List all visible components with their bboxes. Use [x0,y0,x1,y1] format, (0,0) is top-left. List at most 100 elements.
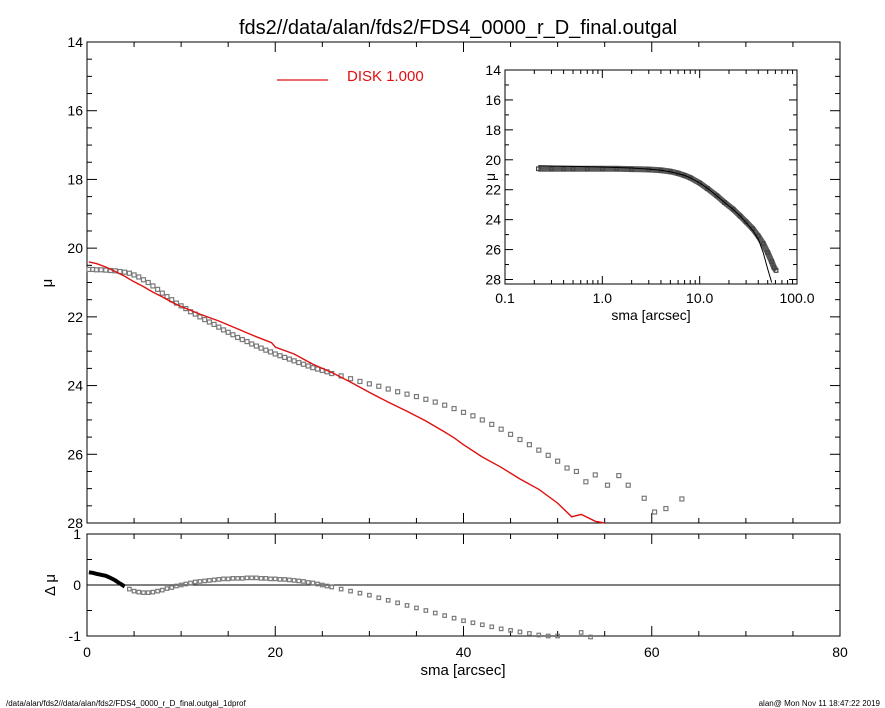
residual-y-tick-label: -1 [69,628,82,644]
residual-point [508,628,513,633]
residual-point [225,576,231,582]
data-point [507,431,514,437]
data-point [641,495,647,501]
data-point [249,341,255,347]
main-y-tick-label: 24 [67,378,83,394]
x-tick-label: 80 [832,644,848,660]
residual-point [545,633,551,639]
inset-data-point [773,268,779,273]
data-point [225,329,231,335]
residual-point [296,578,302,584]
residual-point [348,588,353,594]
residual-point [272,576,278,582]
inset-x-tick-label: 0.1 [495,290,515,306]
residual-point [555,633,560,639]
inset-data-point [714,193,720,199]
data-point [286,356,292,362]
data-point [460,409,467,415]
main-y-tick-label: 18 [67,171,83,187]
inset-data-point [722,200,727,205]
data-point [197,314,203,320]
inset-panel: 0.1 1.0 10.0 100.0 14 16 18 20 22 24 26 28 μ sma [arc… [478,62,830,330]
inset-x-tick-label: 100.0 [779,290,814,306]
residual-point [376,595,382,601]
inset-data-point [697,180,703,186]
residual-point [329,584,335,590]
main-y-tick-label: 16 [67,103,83,119]
data-point [517,436,523,443]
data-point [216,324,222,330]
residual-point [192,579,198,585]
residual-point [536,632,542,638]
data-point [164,293,170,300]
data-point [253,343,260,349]
residual-point [451,615,457,621]
data-point [305,363,311,369]
chart-title: fds2//data/alan/fds2/FDS4_0000_r_D_final… [239,17,677,39]
data-point [122,269,128,275]
data-point [300,361,307,367]
x-axis-label: sma [arcsec] [420,662,505,679]
residual-point [432,610,438,616]
data-point [103,267,109,273]
data-point [385,386,391,392]
residual-point [498,626,504,632]
residual-point [277,577,283,582]
residual-point [268,576,273,582]
data-point [154,286,161,292]
residual-point [211,577,217,583]
inset-model-line [538,165,773,283]
residual-point [235,576,240,581]
data-point [159,290,165,296]
x-tick-label: 0 [83,644,91,660]
residual-point [249,575,255,581]
residual-point [404,603,410,608]
data-point [136,274,142,280]
residual-point [244,575,250,581]
residual-point [159,587,165,593]
inset-data-point [629,166,634,172]
residual-point [150,589,156,595]
data-point [235,334,241,341]
data-point [526,442,532,448]
data-point [663,505,669,512]
data-point [536,447,542,453]
residual-point [188,580,193,586]
data-point [131,272,137,278]
inset-data-point [760,241,766,246]
data-point [583,479,589,485]
residual-point [324,583,330,589]
data-point [150,283,156,289]
residual-point [258,576,264,581]
data-point [126,270,132,276]
main-y-tick-label: 22 [67,309,83,325]
residual-point [254,575,259,581]
legend: DISK 1.000 [277,68,424,85]
residual-point [338,586,344,592]
data-point [310,365,316,371]
data-point [592,472,598,478]
residual-point [141,590,146,596]
data-point [296,359,302,366]
inset-y-tick-label: 18 [485,122,501,138]
residual-point [588,634,593,640]
data-point [98,267,104,273]
data-point [230,332,236,338]
inset-data-point [737,213,743,219]
residual-point [367,592,372,598]
data-point [573,468,580,475]
main-y-axis-label: μ [39,279,56,288]
inset-data-point [561,166,566,172]
data-point [413,393,420,400]
data-point [357,378,363,385]
data-point [202,317,208,323]
residual-point [164,586,170,591]
inset-y-tick-label: 28 [485,272,501,288]
residual-point [207,578,212,583]
data-point [376,383,382,389]
inset-data-point [705,186,710,191]
residual-point [291,578,297,583]
disk-model-line [88,261,605,524]
residual-point [263,576,269,581]
